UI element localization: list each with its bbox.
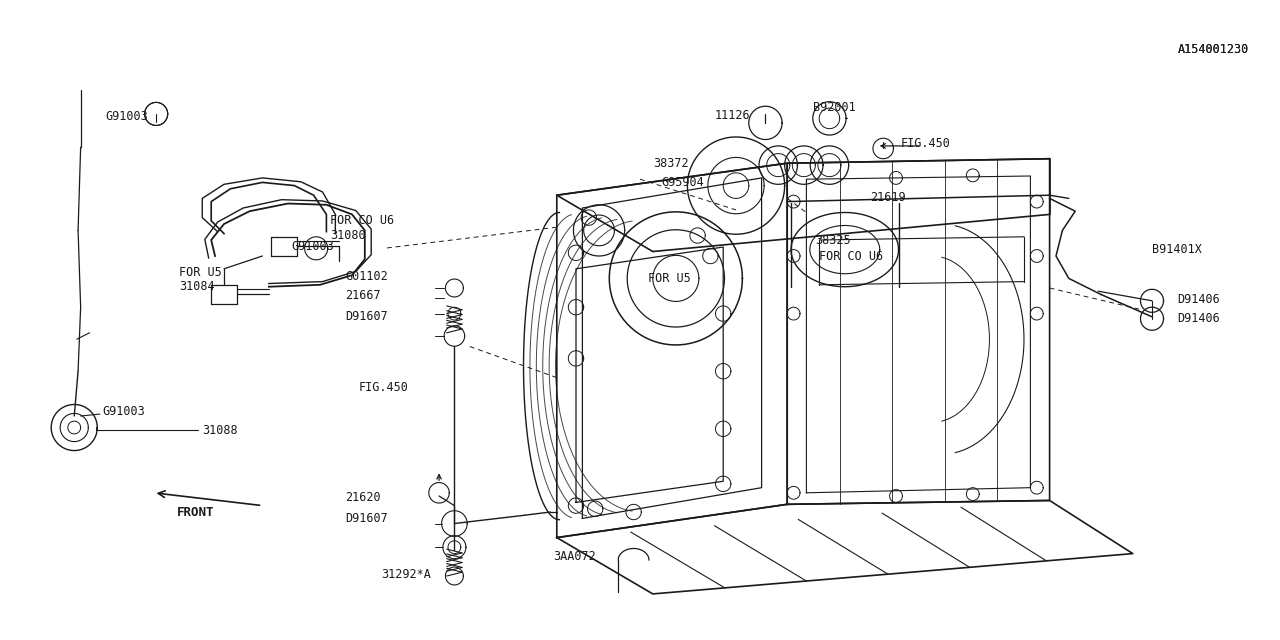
Text: A154001230: A154001230 bbox=[1178, 44, 1249, 56]
Text: B92001: B92001 bbox=[813, 101, 855, 114]
Text: 21620: 21620 bbox=[346, 492, 381, 504]
Text: 31084: 31084 bbox=[179, 280, 215, 293]
Text: D91607: D91607 bbox=[346, 310, 388, 323]
Text: 38325: 38325 bbox=[815, 234, 851, 246]
Text: 21667: 21667 bbox=[346, 289, 381, 302]
Text: 21619: 21619 bbox=[870, 191, 906, 204]
Text: D91406: D91406 bbox=[1178, 312, 1220, 325]
Text: 11126: 11126 bbox=[714, 109, 750, 122]
Text: FOR U5: FOR U5 bbox=[179, 266, 221, 278]
Text: 38372: 38372 bbox=[653, 157, 689, 170]
Text: 31292*A: 31292*A bbox=[381, 568, 431, 581]
Text: 3AA072: 3AA072 bbox=[553, 550, 595, 563]
Text: G91003: G91003 bbox=[102, 405, 145, 418]
Text: FOR U5: FOR U5 bbox=[648, 272, 690, 285]
Text: G91003: G91003 bbox=[292, 240, 334, 253]
Text: FIG.450: FIG.450 bbox=[358, 381, 408, 394]
Text: B91401X: B91401X bbox=[1152, 243, 1202, 256]
Text: FIG.450: FIG.450 bbox=[901, 137, 951, 150]
Text: A154001230: A154001230 bbox=[1178, 44, 1249, 56]
Text: 31080: 31080 bbox=[330, 229, 366, 242]
Text: G95904: G95904 bbox=[662, 176, 704, 189]
Text: D91406: D91406 bbox=[1178, 293, 1220, 306]
Text: G91003: G91003 bbox=[105, 110, 147, 123]
Text: FOR CO U6: FOR CO U6 bbox=[330, 214, 394, 227]
Text: 31088: 31088 bbox=[202, 424, 238, 436]
Text: FOR CO U6: FOR CO U6 bbox=[819, 250, 883, 262]
Text: FRONT: FRONT bbox=[177, 506, 214, 518]
Text: G01102: G01102 bbox=[346, 270, 388, 283]
Text: D91607: D91607 bbox=[346, 512, 388, 525]
